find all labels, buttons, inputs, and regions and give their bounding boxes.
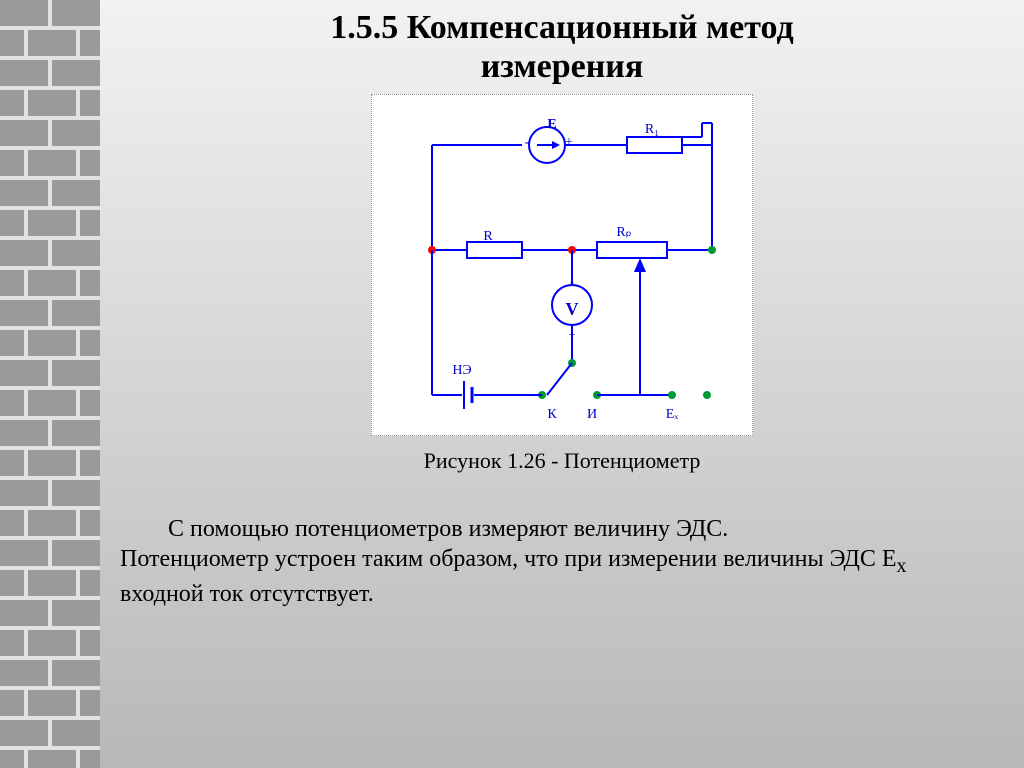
- svg-text:И: И: [587, 407, 597, 422]
- paragraph-1: С помощью потенциометров измеряют величи…: [168, 516, 728, 542]
- title-line2: измерения: [481, 48, 644, 85]
- svg-text:НЭ: НЭ: [452, 363, 471, 378]
- paragraph-2a: Потенциометр устроен таким образом, что …: [120, 546, 896, 572]
- svg-text:V: V: [566, 299, 579, 319]
- svg-text:+: +: [569, 327, 576, 341]
- svg-text:R: R: [483, 229, 493, 244]
- svg-text:Eₓ: Eₓ: [666, 407, 680, 422]
- brick-sidebar: [0, 0, 100, 768]
- ex-subscript: x: [896, 555, 906, 577]
- title-line1: 1.5.5 Компенсационный метод: [330, 9, 793, 46]
- svg-text:К: К: [547, 407, 557, 422]
- svg-text:E: E: [547, 117, 556, 132]
- body-text: С помощью потенциометров измеряют величи…: [100, 514, 1024, 609]
- figure-caption: Рисунок 1.26 - Потенциометр: [424, 448, 701, 474]
- svg-text:-: -: [525, 135, 530, 150]
- svg-text:-: -: [570, 275, 574, 289]
- circuit-svg: - + - + E R₁ R Rₚ V НЭ К И Eₓ: [372, 95, 752, 435]
- circuit-diagram: - + - + E R₁ R Rₚ V НЭ К И Eₓ: [371, 94, 753, 436]
- svg-text:+: +: [565, 135, 573, 150]
- paragraph-2b: входной ток отсутствует.: [120, 581, 374, 607]
- svg-text:R₁: R₁: [645, 122, 659, 137]
- svg-text:Rₚ: Rₚ: [616, 225, 631, 240]
- slide-content: 1.5.5 Компенсационный метод измерения - +…: [100, 0, 1024, 768]
- slide-title: 1.5.5 Компенсационный метод измерения: [330, 8, 793, 86]
